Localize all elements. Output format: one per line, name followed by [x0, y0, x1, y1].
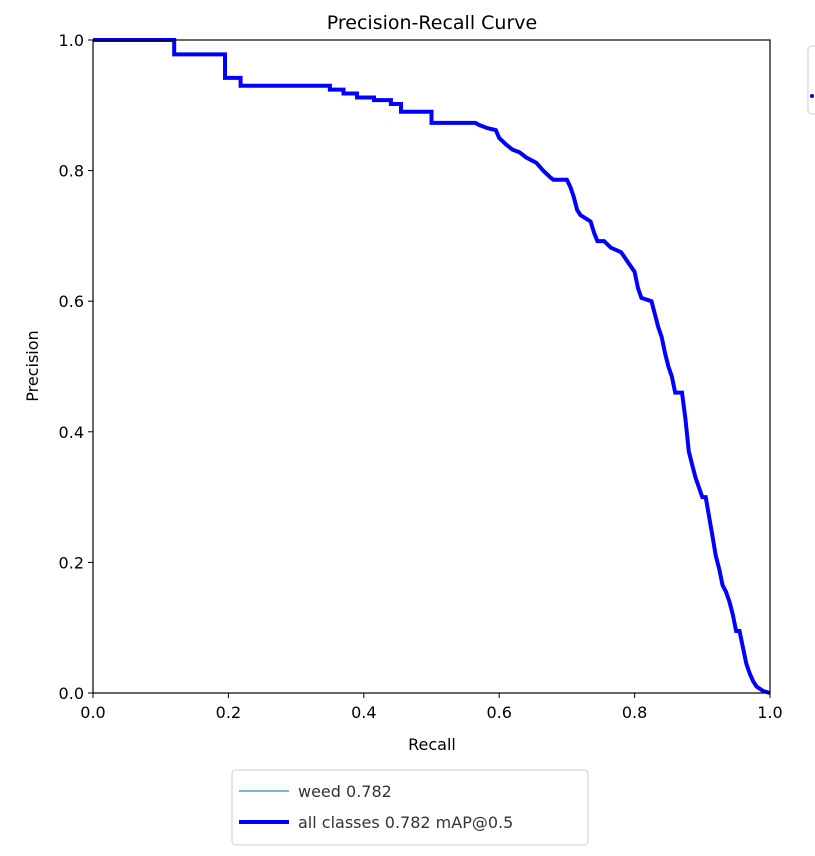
legend: weed 0.782 all classes 0.782 mAP@0.5 — [231, 769, 589, 846]
y-tick-label: 0.6 — [59, 292, 84, 311]
x-tick-label: 0.2 — [216, 703, 241, 722]
y-tick-label: 0.4 — [59, 423, 84, 442]
y-tick-label: 0.0 — [59, 684, 84, 703]
series-line-all-classes — [93, 38, 771, 695]
legend-entry-weed-label: weed 0.782 — [298, 782, 392, 801]
legend-frame — [231, 769, 589, 846]
chart-title: Precision-Recall Curve — [327, 12, 537, 34]
x-axis-label: Recall — [408, 735, 456, 754]
clipped-legend-fragment — [807, 45, 815, 115]
y-axis-label: Precision — [23, 330, 42, 401]
y-tick-label: 1.0 — [59, 31, 84, 50]
x-tick-label: 0.0 — [80, 703, 105, 722]
x-tick-label: 0.6 — [486, 703, 511, 722]
x-tick-label: 0.4 — [351, 703, 376, 722]
x-tick-label: 1.0 — [757, 703, 782, 722]
y-tick-label: 0.2 — [59, 553, 84, 572]
y-tick-label: 0.8 — [59, 162, 84, 181]
axes-frame — [92, 39, 771, 694]
legend-entry-all-classes-label: all classes 0.782 mAP@0.5 — [298, 813, 513, 832]
x-tick-label: 0.8 — [622, 703, 647, 722]
plot-area: 0.0 0.2 0.4 0.6 0.8 1.0 0.0 0.2 0.4 0.6 0.8 1.0 — [59, 31, 783, 722]
